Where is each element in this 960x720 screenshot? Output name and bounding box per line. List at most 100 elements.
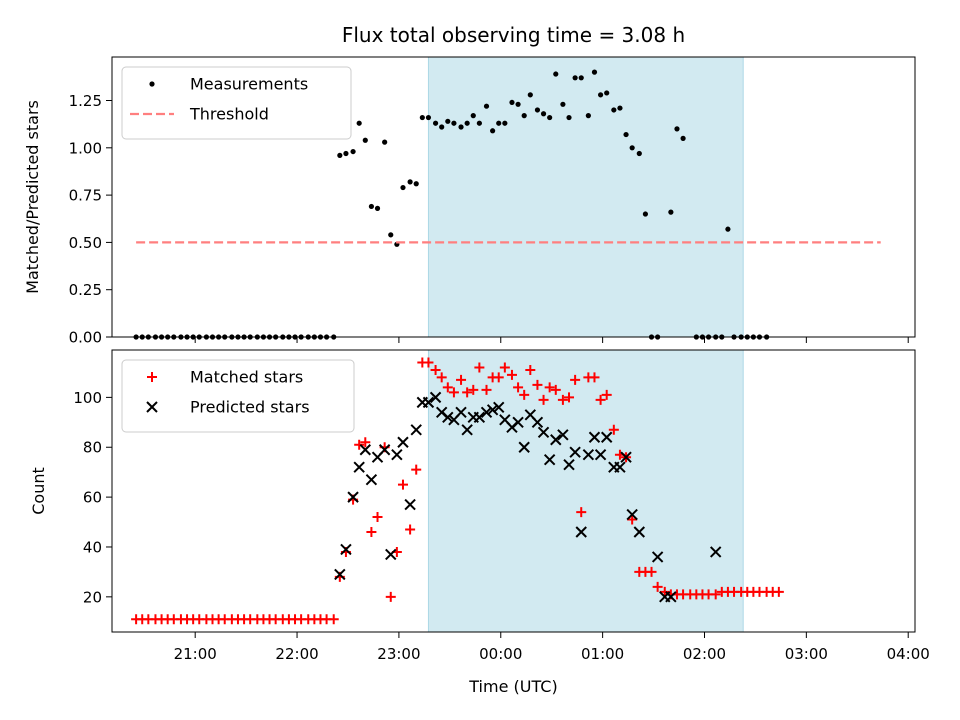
data-point <box>442 411 454 424</box>
legend-swatch <box>149 81 155 87</box>
data-point <box>617 105 623 111</box>
x-tick-label: 01:00 <box>581 645 624 663</box>
data-point <box>474 362 485 373</box>
data-point <box>455 406 467 419</box>
observing-window-band <box>427 349 744 633</box>
data-point <box>572 75 578 81</box>
data-point <box>512 416 524 429</box>
data-point <box>347 491 359 503</box>
data-point <box>710 589 721 600</box>
legend-swatch <box>146 401 158 413</box>
x-tick-label: 03:00 <box>785 645 828 663</box>
data-point <box>468 384 479 395</box>
data-point <box>493 372 504 383</box>
data-point <box>642 211 649 217</box>
data-point <box>636 150 642 157</box>
data-point <box>422 396 435 409</box>
data-point <box>540 111 547 117</box>
data-point <box>368 203 375 210</box>
data-point <box>425 114 432 121</box>
legend-swatch <box>147 372 157 382</box>
data-point <box>591 69 598 75</box>
data-point <box>365 473 378 486</box>
data-point <box>464 120 470 126</box>
data-point <box>709 546 722 558</box>
bottom-panel: 20 40 60 80 100 21:00 22:00 23:00 00:00 01:00 02:0… <box>29 349 930 663</box>
data-point <box>356 120 362 126</box>
data-point <box>652 581 663 592</box>
data-point <box>328 614 339 625</box>
data-point <box>608 424 619 435</box>
data-point <box>411 464 422 475</box>
data-point <box>486 404 499 416</box>
x-tick-label: 02:00 <box>683 645 726 663</box>
data-point <box>527 92 533 98</box>
y-tick-label: 0.50 <box>69 234 102 252</box>
data-point <box>496 120 502 126</box>
data-point <box>423 357 434 368</box>
data-point <box>334 568 346 581</box>
data-point <box>537 426 550 438</box>
data-point <box>359 444 372 456</box>
data-point <box>337 152 343 158</box>
data-point <box>614 461 626 473</box>
data-point <box>521 113 527 119</box>
legend: Matched stars Predicted stars <box>121 359 355 433</box>
data-point <box>518 441 530 453</box>
data-point <box>360 437 371 448</box>
data-point <box>340 543 352 556</box>
data-point <box>623 131 629 138</box>
y-axis-label: Matched/Predicted stars <box>23 100 42 294</box>
data-point <box>350 148 356 155</box>
data-point <box>430 364 441 375</box>
plot-frame <box>111 349 916 633</box>
x-tick-label: 00:00 <box>479 645 522 663</box>
data-point <box>576 507 587 518</box>
data-point <box>397 436 409 448</box>
data-point <box>651 551 664 563</box>
data-point <box>473 411 486 424</box>
data-point <box>481 384 492 395</box>
data-point <box>538 394 549 405</box>
chart-title: Flux total observing time = 3.08 h <box>342 23 685 47</box>
data-point <box>665 591 677 603</box>
legend-label: Threshold <box>189 105 269 124</box>
x-tick-label: 23:00 <box>377 645 420 663</box>
legend: Measurements Threshold <box>121 66 352 140</box>
y-tick-label: 0.75 <box>69 187 102 205</box>
legend-box <box>121 359 355 433</box>
data-point <box>372 512 383 523</box>
data-point <box>582 449 595 461</box>
data-point <box>550 384 561 395</box>
data-point <box>458 124 464 130</box>
data-point <box>544 382 555 393</box>
data-point <box>493 401 505 414</box>
data-point <box>353 461 365 473</box>
data-point <box>626 508 638 521</box>
data-point <box>589 372 600 383</box>
data-point <box>456 374 467 385</box>
data-point <box>419 114 425 121</box>
y-axis-label: Count <box>29 467 48 515</box>
data-point <box>725 226 731 232</box>
data-point <box>480 406 493 419</box>
data-point <box>620 451 632 463</box>
data-point <box>404 498 416 511</box>
data-point <box>445 118 451 124</box>
x-tick-label: 22:00 <box>275 645 318 663</box>
data-point <box>476 120 482 126</box>
data-point <box>564 392 575 403</box>
data-point <box>553 71 559 77</box>
data-point <box>391 449 403 461</box>
data-point <box>557 394 568 405</box>
data-point <box>543 454 556 466</box>
plot-frame <box>111 56 916 338</box>
data-point <box>585 113 591 119</box>
data-point <box>442 382 453 393</box>
y-tick-label: 100 <box>73 389 102 407</box>
data-point <box>378 444 391 456</box>
data-point <box>388 232 394 238</box>
data-point <box>397 479 408 490</box>
legend-label: Predicted stars <box>190 398 310 417</box>
